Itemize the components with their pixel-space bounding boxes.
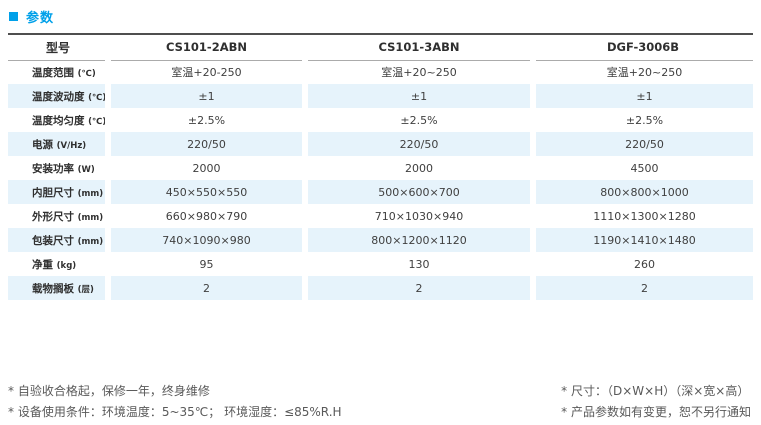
cell-value: ±1: [530, 84, 753, 108]
cell-value: 710×1030×940: [302, 204, 533, 228]
cell-value: 800×1200×1120: [302, 228, 533, 252]
cell-value: 室温+20~250: [302, 60, 533, 84]
cell-value: 220/50: [302, 132, 533, 156]
model-name: CS101-2ABN: [108, 34, 305, 61]
cell-value: 220/50: [105, 132, 305, 156]
row-label: 安装功率 (W): [32, 162, 95, 175]
table-row: 温度均匀度 (℃) ±2.5% ±2.5% ±2.5%: [8, 108, 753, 132]
cell-value: 660×980×790: [105, 204, 305, 228]
table-row: 内胆尺寸 (mm) 450×550×550 500×600×700 800×800×1…: [8, 180, 753, 204]
cell-value: 500×600×700: [302, 180, 533, 204]
row-label: 温度波动度 (℃): [32, 90, 107, 103]
spec-table-body: 温度范围 (℃) 室温+20-250 室温+20~250 室温+20~250 温度波动度…: [8, 60, 753, 300]
row-label: 电源 (V/Hz): [32, 138, 87, 151]
cell-value: 1110×1300×1280: [530, 204, 753, 228]
cell-value: 2: [105, 276, 305, 300]
cell-value: ±2.5%: [302, 108, 533, 132]
cell-value: 2: [302, 276, 533, 300]
model-name: DGF-3006B: [533, 34, 753, 61]
cell-value: 740×1090×980: [105, 228, 305, 252]
row-label: 包装尺寸 (mm): [32, 234, 104, 247]
cell-value: 450×550×550: [105, 180, 305, 204]
cell-value: 260: [530, 252, 753, 276]
cell-value: 2: [530, 276, 753, 300]
cell-value: 2000: [105, 156, 305, 180]
footnote-dimensions: * 尺寸：（D×W×H）（深×宽×高）: [561, 384, 750, 398]
footnotes: * 自验收合格起，保修一年，终身维修 * 设备使用条件：环境温度：5~35℃； …: [8, 381, 753, 423]
cell-value: 220/50: [530, 132, 753, 156]
cell-value: 1190×1410×1480: [530, 228, 753, 252]
model-name: CS101-3ABN: [305, 34, 533, 61]
row-label: 净重 (kg): [32, 258, 77, 271]
footnotes-right: * 尺寸：（D×W×H）（深×宽×高） * 产品参数如有变更，恕不另行通知: [561, 381, 753, 423]
cell-value: ±2.5%: [105, 108, 305, 132]
table-row: 安装功率 (W) 2000 2000 4500: [8, 156, 753, 180]
footnote-warranty: * 自验收合格起，保修一年，终身维修: [8, 384, 210, 398]
cell-value: ±1: [105, 84, 305, 108]
model-column-label: 型号: [8, 34, 108, 61]
cell-value: 800×800×1000: [530, 180, 753, 204]
footnote-conditions: * 设备使用条件：环境温度：5~35℃； 环境湿度：≤85%R.H: [8, 405, 342, 419]
spec-table-header: 型号 CS101-2ABN CS101-3ABN DGF-3006B: [8, 34, 753, 61]
table-row: 载物搁板 (层) 2 2 2: [8, 276, 753, 300]
table-row: 温度波动度 (℃) ±1 ±1 ±1: [8, 84, 753, 108]
row-label: 内胆尺寸 (mm): [32, 186, 104, 199]
row-label: 温度范围 (℃): [32, 66, 96, 79]
footnotes-left: * 自验收合格起，保修一年，终身维修 * 设备使用条件：环境温度：5~35℃； …: [8, 381, 342, 423]
cell-value: ±2.5%: [530, 108, 753, 132]
section-title: 参数: [0, 0, 761, 26]
row-label: 温度均匀度 (℃): [32, 114, 107, 127]
cell-value: 130: [302, 252, 533, 276]
header-row: 型号 CS101-2ABN CS101-3ABN DGF-3006B: [8, 34, 753, 61]
table-row: 外形尺寸 (mm) 660×980×790 710×1030×940 1110×130…: [8, 204, 753, 228]
table-row: 温度范围 (℃) 室温+20-250 室温+20~250 室温+20~250: [8, 60, 753, 84]
cell-value: ±1: [302, 84, 533, 108]
row-label: 载物搁板 (层): [32, 282, 94, 295]
table-row: 净重 (kg) 95 130 260: [8, 252, 753, 276]
row-label: 外形尺寸 (mm): [32, 210, 104, 223]
cell-value: 2000: [302, 156, 533, 180]
cell-value: 室温+20-250: [105, 60, 305, 84]
cell-value: 95: [105, 252, 305, 276]
footnote-disclaimer: * 产品参数如有变更，恕不另行通知: [561, 405, 751, 419]
page-title: 参数: [26, 11, 55, 26]
cell-value: 4500: [530, 156, 753, 180]
table-row: 包装尺寸 (mm) 740×1090×980 800×1200×1120 1190×1…: [8, 228, 753, 252]
cell-value: 室温+20~250: [530, 60, 753, 84]
spec-table: 型号 CS101-2ABN CS101-3ABN DGF-3006B 温度范围 …: [8, 33, 753, 300]
table-row: 电源 (V/Hz) 220/50 220/50 220/50: [8, 132, 753, 156]
title-bullet-icon: [9, 12, 18, 21]
